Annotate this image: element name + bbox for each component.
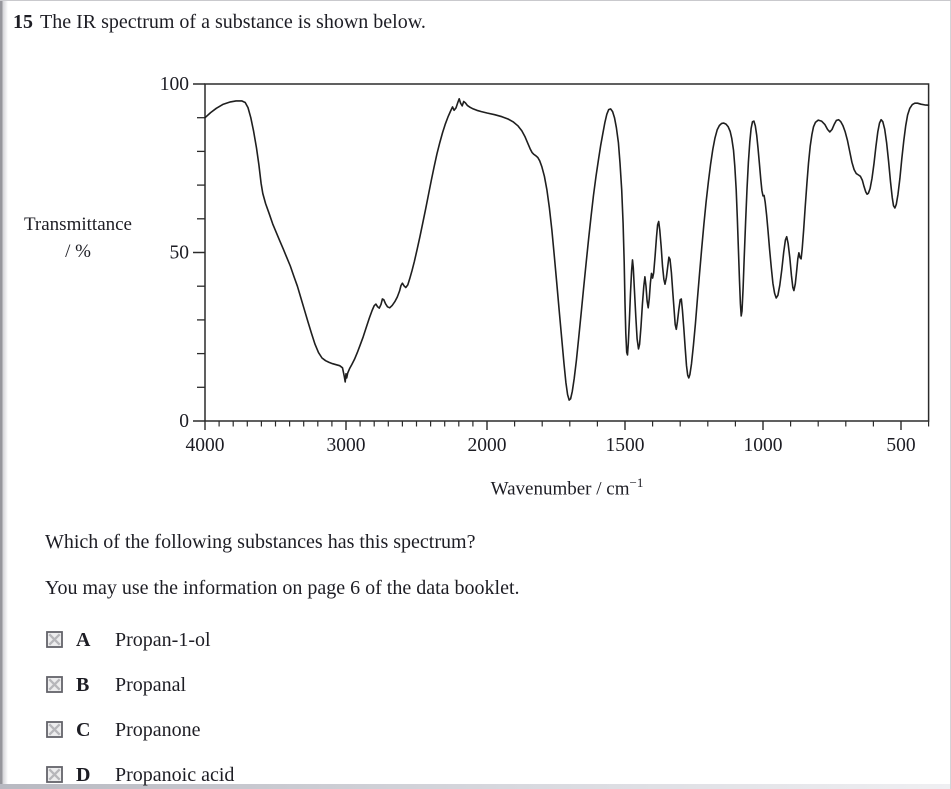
option-row-c: C Propanone: [46, 718, 201, 742]
option-letter-b: B: [76, 674, 90, 696]
checkbox-x-icon: [46, 766, 63, 783]
ir-spectrum-chart: 0 50 100 4000 3000 2000 1500 1000 500 Transmitta…: [0, 1, 951, 516]
option-row-b: B Propanal: [46, 673, 186, 697]
option-letter-a: A: [76, 629, 91, 651]
option-label-d: Propanoic acid: [115, 764, 235, 786]
answer-checkbox-c[interactable]: [46, 718, 63, 738]
data-booklet-note: You may use the information on page 6 of…: [45, 577, 520, 599]
ir-spectrum-plot: 0 50 100 4000 3000 2000 1500 1000 500: [160, 74, 930, 456]
x-tick-label: 1500: [606, 435, 645, 456]
option-row-a: A Propan-1-ol: [46, 628, 211, 652]
checkbox-x-icon: [46, 721, 63, 738]
option-label-b: Propanal: [115, 674, 187, 696]
x-tick-label: 1000: [744, 435, 783, 456]
option-label-c: Propanone: [115, 719, 201, 741]
question-title: The IR spectrum of a substance is shown …: [40, 11, 426, 33]
x-axis-title-superscript: −1: [629, 475, 644, 490]
x-axis-title-text: Wavenumber / cm: [490, 478, 630, 500]
y-tick-label: 50: [170, 243, 190, 264]
y-tick-label: 0: [179, 411, 189, 432]
option-label-a: Propan-1-ol: [115, 629, 211, 651]
x-tick-label: 500: [886, 435, 915, 456]
answer-checkbox-b[interactable]: [46, 673, 63, 693]
question-prompt: Which of the following substances has th…: [45, 531, 476, 553]
option-letter-d: D: [76, 764, 91, 786]
page-left-edge: [0, 1, 8, 789]
x-tick-label: 2000: [468, 435, 507, 456]
option-letter-c: C: [76, 719, 91, 741]
x-axis-title: Wavenumber / cm−1: [205, 475, 929, 500]
page-bottom-edge: [0, 784, 951, 789]
x-tick-label: 3000: [327, 435, 366, 456]
option-row-d: D Propanoic acid: [46, 763, 234, 787]
checkbox-x-icon: [46, 676, 63, 693]
y-axis-title-line1: Transmittance: [23, 214, 132, 235]
question-number: 15: [13, 11, 33, 33]
y-axis-title-line2: / %: [65, 241, 91, 262]
y-tick-label: 100: [160, 74, 189, 95]
spectrum-curve: [204, 98, 930, 401]
answer-checkbox-d[interactable]: [46, 763, 63, 783]
answer-checkbox-a[interactable]: [46, 628, 63, 648]
plot-frame: [204, 83, 930, 422]
x-tick-label: 4000: [186, 435, 225, 456]
checkbox-x-icon: [46, 631, 63, 648]
